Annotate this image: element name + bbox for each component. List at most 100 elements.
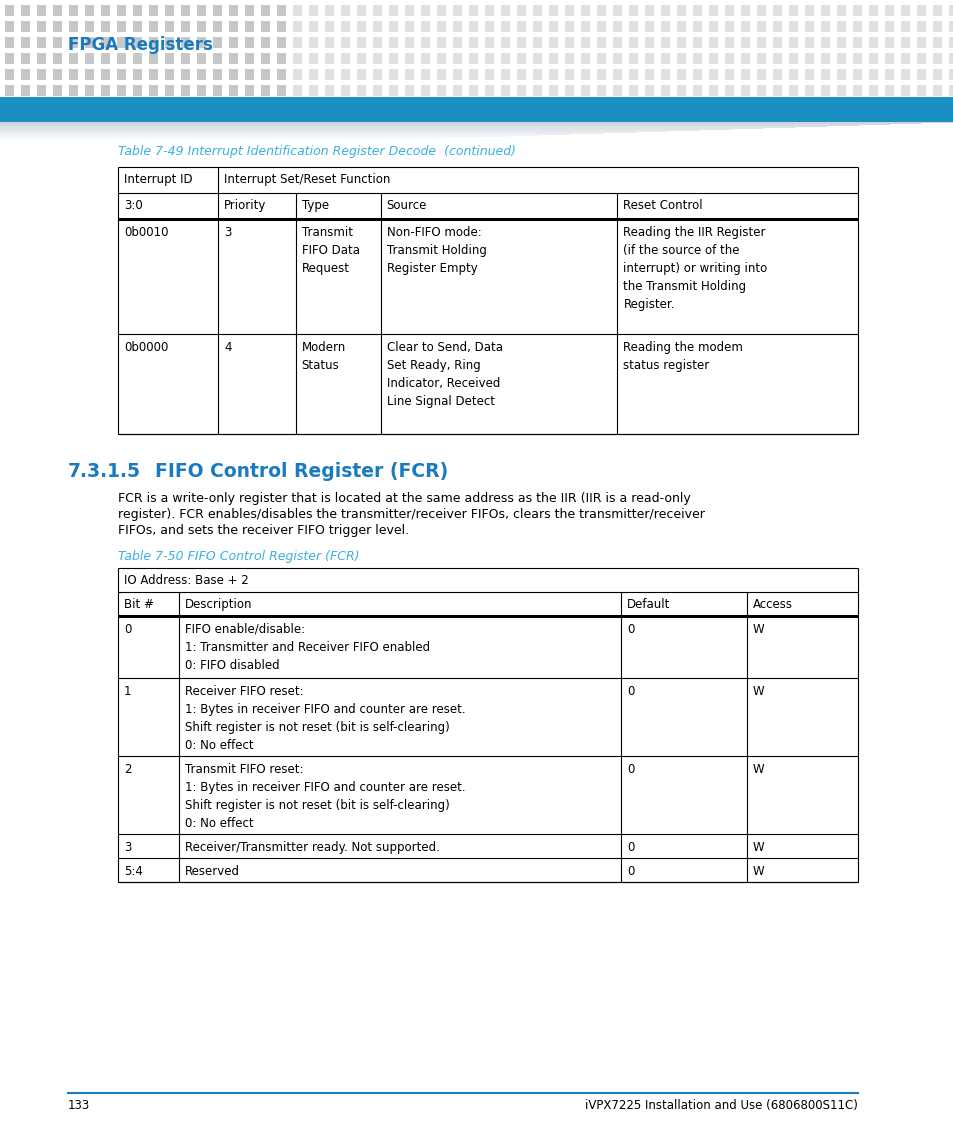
Bar — [340, 85, 350, 96]
Bar — [852, 53, 862, 64]
Bar — [724, 85, 733, 96]
Bar — [948, 85, 953, 96]
Bar — [788, 69, 797, 80]
Text: 0: 0 — [626, 864, 634, 878]
Bar — [932, 69, 941, 80]
Bar — [821, 69, 829, 80]
Bar — [420, 53, 430, 64]
Bar — [276, 53, 286, 64]
Bar — [340, 69, 350, 80]
Text: FIFO Control Register (FCR): FIFO Control Register (FCR) — [154, 461, 448, 481]
Bar — [852, 5, 862, 16]
Bar — [852, 85, 862, 96]
Bar — [533, 69, 541, 80]
Bar — [533, 85, 541, 96]
Bar — [757, 53, 765, 64]
Bar — [900, 37, 909, 48]
Text: Reading the modem
status register: Reading the modem status register — [623, 341, 742, 372]
Bar — [261, 5, 270, 16]
Bar — [53, 37, 62, 48]
Bar — [181, 5, 190, 16]
Bar — [644, 85, 654, 96]
Bar — [309, 69, 317, 80]
Bar — [101, 37, 110, 48]
Bar — [101, 53, 110, 64]
Bar — [213, 37, 222, 48]
Bar — [916, 53, 925, 64]
Bar — [389, 69, 397, 80]
Bar — [165, 37, 173, 48]
Bar — [677, 69, 685, 80]
Bar — [660, 21, 669, 32]
Bar — [517, 85, 525, 96]
Bar — [757, 37, 765, 48]
Bar — [484, 21, 494, 32]
Bar — [5, 69, 14, 80]
Bar — [85, 37, 94, 48]
Bar — [37, 21, 46, 32]
Bar — [245, 85, 253, 96]
Bar — [724, 37, 733, 48]
Bar — [708, 85, 718, 96]
Text: 4: 4 — [224, 341, 232, 354]
Text: register). FCR enables/disables the transmitter/receiver FIFOs, clears the trans: register). FCR enables/disables the tran… — [118, 508, 704, 521]
Bar — [644, 53, 654, 64]
Bar — [53, 21, 62, 32]
Bar — [708, 21, 718, 32]
Bar — [53, 5, 62, 16]
Text: Non-FIFO mode:
Transmit Holding
Register Empty: Non-FIFO mode: Transmit Holding Register… — [386, 226, 486, 275]
Bar — [469, 53, 477, 64]
Bar — [373, 5, 381, 16]
Bar — [69, 5, 78, 16]
Bar — [261, 37, 270, 48]
Bar — [884, 53, 893, 64]
Bar — [165, 69, 173, 80]
Bar — [309, 37, 317, 48]
Bar — [181, 37, 190, 48]
Bar — [500, 85, 510, 96]
Bar — [692, 85, 701, 96]
Bar — [469, 69, 477, 80]
Bar — [564, 21, 574, 32]
Bar — [517, 53, 525, 64]
Bar — [356, 21, 366, 32]
Bar — [692, 5, 701, 16]
Bar — [613, 85, 621, 96]
Bar — [564, 5, 574, 16]
Bar — [613, 37, 621, 48]
Text: 3: 3 — [224, 226, 231, 239]
Bar — [708, 53, 718, 64]
Bar — [692, 69, 701, 80]
Bar — [436, 85, 446, 96]
Bar — [309, 85, 317, 96]
Bar — [325, 53, 334, 64]
Bar — [165, 85, 173, 96]
Bar — [325, 5, 334, 16]
Bar — [389, 5, 397, 16]
Text: 0: 0 — [626, 623, 634, 635]
Bar — [356, 69, 366, 80]
Bar — [757, 5, 765, 16]
Bar — [85, 85, 94, 96]
Bar — [580, 37, 589, 48]
Bar — [932, 85, 941, 96]
Bar — [405, 69, 414, 80]
Bar — [677, 21, 685, 32]
Bar — [261, 85, 270, 96]
Bar — [884, 85, 893, 96]
Bar — [757, 21, 765, 32]
Bar — [21, 53, 30, 64]
Bar — [724, 53, 733, 64]
Text: iVPX7225 Installation and Use (6806800S11C): iVPX7225 Installation and Use (6806800S1… — [584, 1099, 857, 1112]
Bar — [932, 5, 941, 16]
Bar — [69, 69, 78, 80]
Bar — [868, 37, 877, 48]
Bar — [196, 5, 206, 16]
Bar — [53, 53, 62, 64]
Text: 0: 0 — [626, 685, 634, 698]
Bar — [772, 69, 781, 80]
Bar — [900, 85, 909, 96]
Bar — [196, 85, 206, 96]
Bar — [500, 53, 510, 64]
Bar — [644, 37, 654, 48]
